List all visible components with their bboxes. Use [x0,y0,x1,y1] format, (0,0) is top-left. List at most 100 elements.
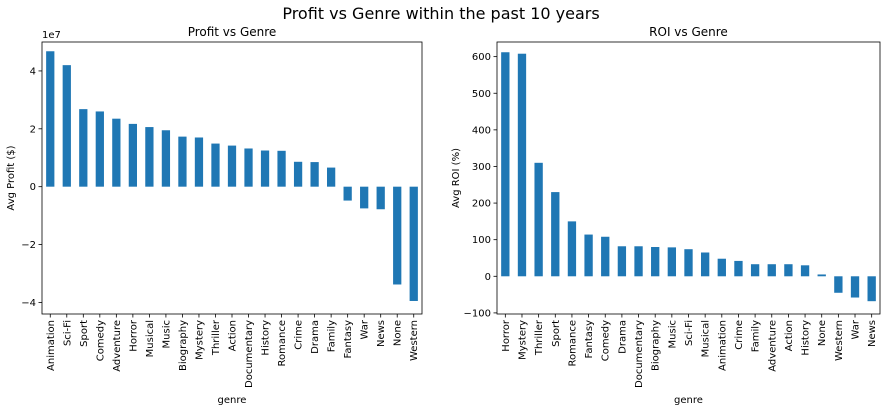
y-tick-label: 2 [30,124,36,135]
bar-mystery [194,137,204,187]
x-tick-label: Adventure [112,320,123,372]
x-tick-label: Documentary [634,320,645,388]
x-tick-label: Biography [178,320,189,371]
x-tick-label: News [376,320,387,347]
x-tick-label: Thriller [211,319,222,356]
y-tick-label: 400 [472,125,491,136]
bar-horror [501,52,510,277]
bar-family [327,167,336,187]
y-tick-label: 600 [472,52,491,63]
x-tick-label: Comedy [95,320,106,361]
bar-history [260,150,270,187]
y-tick-label: 500 [472,89,491,100]
bar-documentary [634,246,643,277]
bar-sport [551,192,560,277]
bar-fantasy [584,234,593,277]
x-tick-label: Animation [717,320,728,371]
y-tick-label: 0 [30,182,36,193]
y-tick-label: 200 [472,199,491,210]
bar-documentary [244,148,253,187]
x-tick-label: Documentary [244,320,255,388]
bar-history [800,265,810,277]
y-tick-label: −2 [21,240,36,251]
bar-comedy [95,111,104,187]
bar-mystery [517,53,527,277]
roi-chart: −100 0 100 200 300 400 500 600 Horror Mystery Thri… [451,25,881,406]
x-tick-label: Comedy [601,320,612,361]
bar-action [227,145,237,187]
bar-music [161,130,171,187]
bar-musical [700,252,710,277]
bar-none [817,274,826,277]
bar-biography [651,247,660,277]
x-tick-label: Sci-Fi [684,320,695,346]
figure-title: Profit vs Genre within the past 10 years [282,4,599,23]
x-tick-label: Fantasy [584,320,595,359]
x-tick-label: None [817,320,828,346]
x-tick-label: News [867,320,878,347]
bar-sport [79,109,88,187]
x-tick-label: Biography [651,320,662,371]
bar-drama [310,162,319,187]
y-axis-label: Avg ROI (%) [451,148,462,208]
x-tick-label: Horror [128,319,139,352]
x-tick-label: Drama [310,320,321,354]
y-tick-label: 100 [472,235,491,246]
bar-adventure [112,118,121,187]
bar-crime [293,161,303,187]
x-tick-label: None [393,320,404,346]
x-tick-label: Mystery [194,320,205,360]
x-tick-label: Music [161,320,172,348]
bar-music [667,247,677,277]
bar-comedy [601,236,610,277]
x-tick-label: Action [228,320,239,351]
bar-none [393,186,402,285]
x-tick-label: Mystery [517,320,528,360]
bar-fantasy [343,186,352,201]
chart-title: Profit vs Genre [188,25,277,39]
y-axis-label: Avg Profit ($) [6,145,17,210]
chart-title: ROI vs Genre [649,25,728,39]
x-tick-label: Family [751,320,762,352]
profit-chart: −4 −2 0 2 4 Animation Sci-Fi Sport Comedy Adventu… [6,25,423,406]
bar-family [750,264,760,277]
bar-horror [128,123,137,187]
x-axis-label: genre [218,395,247,406]
x-tick-label: Sport [79,320,90,347]
x-tick-label: Sci-Fi [62,320,73,346]
bar-crime [734,260,743,277]
y-tick-label: −100 [464,308,491,319]
x-tick-label: Fantasy [343,320,354,359]
bar-war [360,186,369,209]
bar-thriller [534,162,543,277]
bar-drama [617,246,627,277]
x-tick-label: War [360,319,371,339]
x-axis-label: genre [674,395,703,406]
bar-sci-fi [684,249,693,277]
x-tick-label: History [801,320,812,356]
x-tick-label: Family [327,320,338,352]
y-offset-label: 1e7 [42,30,61,41]
x-tick-label: Crime [734,320,745,350]
x-tick-label: Adventure [767,320,778,372]
x-tick-label: Animation [46,320,57,371]
bar-news [867,276,876,302]
bar-western [409,186,418,301]
x-tick-label: Action [784,320,795,351]
bar-western [834,276,843,293]
bar-sci-fi [62,65,71,187]
x-tick-label: Musical [145,320,156,357]
bar-animation [46,51,55,187]
bar-musical [145,127,154,187]
bar-adventure [767,264,776,277]
x-tick-label: Horror [501,319,512,352]
y-tick-label: 4 [30,66,36,77]
x-tick-label: Western [834,320,845,361]
bar-action [784,264,793,277]
y-tick-label: 0 [485,272,491,283]
x-tick-label: Sport [551,320,562,347]
bar-news [376,186,385,210]
x-tick-label: History [261,320,272,356]
x-tick-label: Romance [567,320,578,366]
